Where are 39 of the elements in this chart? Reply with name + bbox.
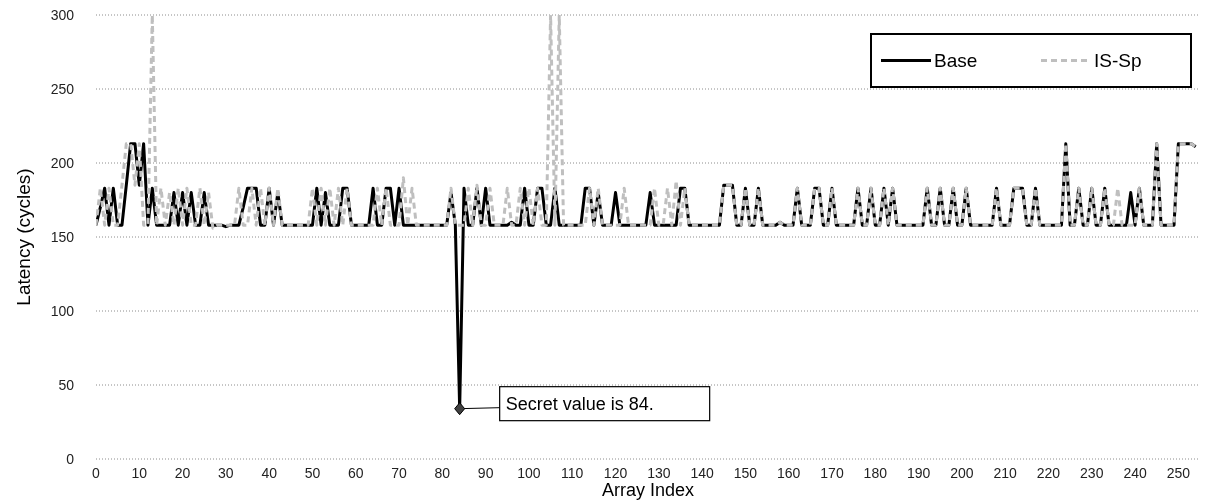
x-tick-label: 170 bbox=[820, 464, 844, 481]
y-tick-label: 300 bbox=[50, 6, 75, 23]
x-tick-label: 80 bbox=[434, 464, 451, 481]
x-tick-label: 100 bbox=[517, 464, 541, 481]
x-tick-label: 50 bbox=[304, 464, 321, 481]
x-axis-title: Array Index bbox=[601, 480, 695, 500]
y-tick-label: 50 bbox=[58, 376, 75, 393]
x-tick-label: 220 bbox=[1036, 464, 1061, 481]
y-tick-label: 150 bbox=[50, 228, 75, 245]
x-tick-label: 90 bbox=[477, 464, 494, 481]
y-tick-label: 0 bbox=[66, 450, 75, 467]
x-tick-label: 70 bbox=[391, 464, 408, 481]
y-tick-label: 250 bbox=[50, 80, 75, 97]
y-tick-label: 100 bbox=[50, 302, 75, 319]
line-series bbox=[96, 15, 1198, 230]
x-tick-label: 130 bbox=[647, 464, 671, 481]
y-axis-title: Latency (cycles) bbox=[13, 168, 34, 306]
legend-label: Base bbox=[934, 50, 978, 72]
x-tick-label: 250 bbox=[1166, 464, 1191, 481]
x-tick-label: 190 bbox=[906, 464, 931, 481]
x-tick-label: 110 bbox=[561, 464, 584, 481]
x-tick-label: 180 bbox=[863, 464, 888, 481]
y-tick-label: 200 bbox=[50, 154, 75, 171]
x-tick-label: 240 bbox=[1123, 464, 1147, 481]
x-tick-label: 150 bbox=[733, 464, 758, 481]
x-tick-label: 210 bbox=[993, 464, 1018, 481]
x-tick-label: 40 bbox=[261, 464, 278, 481]
x-tick-label: 20 bbox=[174, 464, 191, 481]
x-tick-label: 0 bbox=[92, 464, 101, 481]
x-tick-label: 60 bbox=[347, 464, 364, 481]
x-tick-label: 140 bbox=[690, 464, 715, 481]
x-tick-label: 30 bbox=[218, 464, 234, 481]
x-tick-label: 10 bbox=[131, 464, 148, 481]
x-tick-label: 200 bbox=[950, 464, 974, 481]
annotation: Secret value is 84. bbox=[505, 393, 654, 414]
x-tick-label: 120 bbox=[603, 464, 628, 481]
x-tick-label: 230 bbox=[1080, 464, 1104, 481]
legend-label: IS-Sp bbox=[1094, 50, 1142, 72]
x-tick-label: 160 bbox=[777, 464, 801, 481]
